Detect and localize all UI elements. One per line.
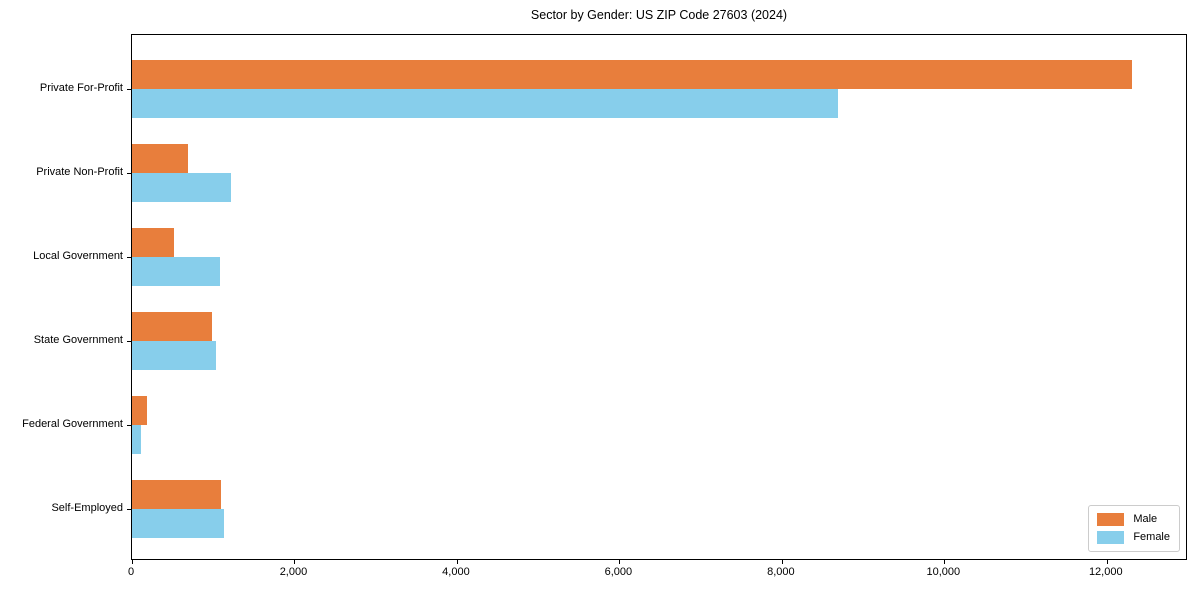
x-axis-tick [944, 559, 946, 564]
x-axis-label: 6,000 [604, 566, 633, 578]
legend-entry-male: Male [1097, 513, 1170, 526]
y-axis-tick [127, 88, 132, 90]
legend-swatch-female [1097, 531, 1125, 544]
x-axis-tick [294, 559, 296, 564]
y-axis-tick [127, 508, 132, 510]
bar-female-5 [132, 424, 141, 454]
bar-male-2 [132, 143, 188, 173]
bar-male-1 [132, 59, 1132, 89]
y-axis-tick [127, 256, 132, 258]
bar-female-4 [132, 340, 217, 370]
y-axis-tick [127, 424, 132, 426]
x-axis-label: 8,000 [767, 566, 795, 578]
x-axis-tick [781, 559, 783, 564]
x-axis-label: 2,000 [279, 566, 308, 578]
bar-male-3 [132, 227, 175, 257]
x-axis-tick [1106, 559, 1108, 564]
y-axis-label: State Government [33, 333, 123, 346]
bar-male-6 [132, 479, 222, 509]
bar-female-6 [132, 508, 224, 538]
bar-male-4 [132, 311, 213, 341]
legend: Male Female [1088, 505, 1180, 552]
y-axis-tick [127, 340, 132, 342]
y-axis-label: Federal Government [22, 417, 123, 430]
x-axis-tick [619, 559, 621, 564]
chart-title: Sector by Gender: US ZIP Code 27603 (202… [530, 8, 788, 22]
bar-female-2 [132, 172, 231, 202]
x-axis-label: 12,000 [1088, 566, 1123, 578]
y-axis-label: Self-Employed [51, 501, 123, 514]
bar-female-3 [132, 256, 221, 286]
legend-swatch-male [1097, 513, 1125, 526]
x-axis-label: 4,000 [442, 566, 470, 578]
bar-female-1 [132, 88, 839, 118]
x-axis-label: 10,000 [926, 566, 961, 578]
x-axis-label: 0 [127, 566, 135, 578]
legend-entry-female: Female [1097, 531, 1170, 544]
y-axis-label: Local Government [33, 249, 123, 262]
legend-label-female: Female [1133, 531, 1170, 543]
y-axis-label: Private Non-Profit [36, 165, 123, 178]
plot-area: Male Female [127, 34, 1187, 564]
x-axis-tick [132, 559, 133, 564]
y-axis-label: Private For-Profit [39, 81, 123, 94]
bar-male-5 [132, 395, 148, 425]
legend-label-male: Male [1133, 513, 1158, 525]
x-axis-tick [456, 559, 458, 564]
y-axis-tick [127, 172, 132, 174]
